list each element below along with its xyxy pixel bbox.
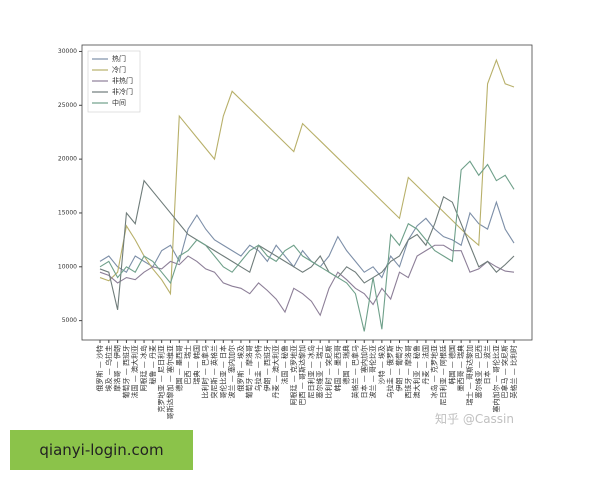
series-line [99, 179, 515, 310]
x-tick-label: 墨西哥 — 瑞典 [456, 345, 465, 391]
banner[interactable]: qianyi-login.com [10, 430, 193, 470]
legend-label: 非热门 [112, 76, 133, 85]
x-tick-label: 塞尔维亚 — 瑞士 [315, 345, 324, 398]
x-tick-label: 埃及 — 乌拉圭 [104, 345, 113, 391]
x-tick-label: 德国 — 瑞典 [342, 345, 351, 384]
plot-frame [81, 44, 533, 341]
x-tick-label: 俄罗斯 — 沙特 [95, 345, 104, 391]
x-tick-label: 冰岛 — 克罗地亚 [430, 345, 439, 398]
x-tick-label: 阿根廷 — 冰岛 [139, 345, 148, 391]
x-tick-label: 波兰 — 塞内加尔 [227, 345, 236, 398]
watermark: 知乎 @Cassin [435, 412, 514, 426]
x-tick-label: 日本 — 波兰 [483, 345, 492, 384]
x-tick-label: 巴拿马 — 突尼斯 [500, 345, 509, 398]
series-line [99, 58, 515, 296]
x-tick-label: 摩洛哥 — 伊朗 [113, 345, 122, 391]
x-tick-label: 俄罗斯 — 埃及 [236, 345, 245, 391]
x-tick-label: 比利时 — 突尼斯 [324, 345, 333, 398]
x-tick-label: 哥伦比亚 — 日本 [218, 345, 227, 398]
x-tick-label: 澳大利亚 — 秘鲁 [412, 345, 421, 398]
x-tick-label: 尼日利亚 — 阿根廷 [439, 345, 448, 405]
y-tick-label: 10000 [58, 263, 77, 270]
x-tick-label: 塞内加尔 — 哥伦比亚 [491, 345, 500, 412]
series-line [99, 200, 515, 279]
x-tick-label: 葡萄牙 — 西班牙 [121, 345, 130, 398]
y-tick-label: 25000 [58, 102, 77, 109]
x-tick-label: 乌拉圭 — 沙特 [254, 345, 263, 391]
x-tick-label: 瑞士 — 哥斯达黎加 [465, 345, 474, 405]
legend-label: 中间 [112, 98, 126, 107]
x-tick-label: 阿根廷 — 克罗地亚 [289, 345, 298, 405]
x-tick-label: 尼日利亚 — 冰岛 [306, 345, 315, 398]
x-tick-label: 丹麦 — 澳大利亚 [271, 345, 280, 398]
series-line [99, 244, 515, 317]
y-tick-label: 30000 [58, 48, 77, 55]
x-tick-label: 西班牙 — 摩洛哥 [403, 345, 412, 398]
x-tick-label: 伊朗 — 西班牙 [262, 345, 271, 391]
y-tick-label: 20000 [58, 156, 77, 163]
x-tick-label: 沙特 — 埃及 [377, 345, 386, 384]
x-tick-label: 突尼斯 — 英格兰 [210, 345, 219, 398]
legend-label: 热门 [112, 54, 126, 63]
x-tick-label: 丹麦 — 法国 [421, 345, 430, 384]
x-tick-label: 英格兰 — 巴拿马 [350, 345, 359, 398]
x-tick-label: 英格兰 — 比利时 [509, 345, 518, 398]
x-tick-label: 塞尔维亚 — 巴西 [474, 345, 483, 398]
x-tick-label: 韩国 — 德国 [447, 345, 456, 384]
x-tick-label: 克罗地亚 — 尼日利亚 [157, 345, 166, 412]
x-tick-label: 伊朗 — 葡萄牙 [394, 345, 403, 391]
x-tick-label: 乌拉圭 — 俄罗斯 [386, 345, 395, 398]
y-tick-label: 15000 [58, 209, 77, 216]
x-tick-label: 波兰 — 哥伦比亚 [368, 345, 377, 398]
legend-label: 非冷门 [112, 87, 133, 96]
x-tick-label: 哥斯达黎加 — 塞尔维亚 [165, 345, 174, 419]
x-tick-label: 巴西 — 瑞士 [183, 345, 192, 384]
series-line [99, 160, 515, 332]
x-tick-label: 瑞典 — 韩国 [192, 345, 201, 384]
x-tick-label: 日本 — 塞内加尔 [359, 345, 368, 398]
x-tick-label: 巴西 — 哥斯达黎加 [298, 345, 307, 405]
x-tick-label: 葡萄牙 — 摩洛哥 [245, 345, 254, 398]
x-tick-label: 法国 — 秘鲁 [280, 345, 289, 384]
x-tick-label: 德国 — 墨西哥 [174, 345, 183, 391]
y-tick-label: 5000 [62, 317, 77, 324]
legend-label: 冷门 [112, 65, 126, 74]
x-tick-label: 韩国 — 墨西哥 [333, 345, 342, 391]
x-tick-label: 法国 — 澳大利亚 [130, 345, 139, 398]
x-tick-label: 秘鲁 — 丹麦 [148, 345, 157, 384]
x-tick-label: 比利时 — 巴拿马 [201, 345, 210, 398]
